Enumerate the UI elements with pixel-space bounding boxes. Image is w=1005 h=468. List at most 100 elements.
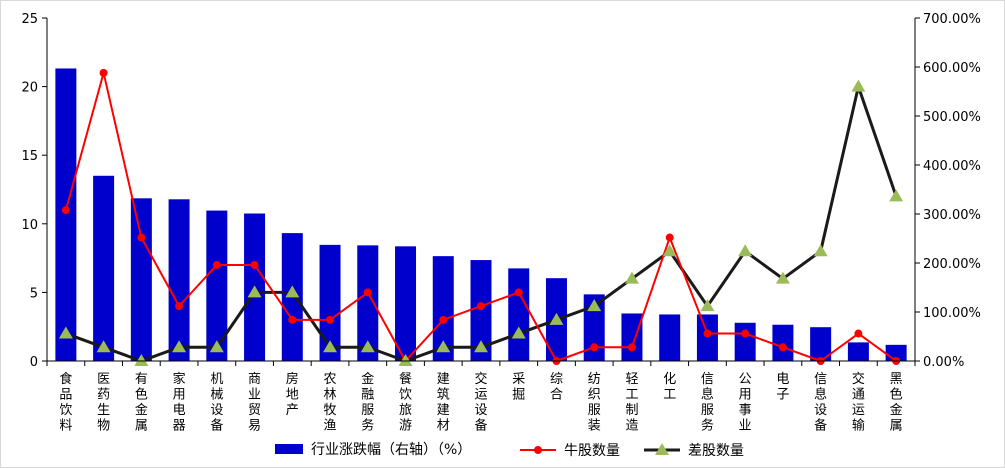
category-label-4: 家用电器 (173, 371, 186, 434)
bear-point-16 (624, 271, 639, 284)
bar-16 (621, 313, 643, 361)
bull-point-11 (439, 315, 448, 324)
category-label-5: 机械设备 (210, 372, 223, 434)
right-tick-label-4: 400.00% (923, 159, 981, 174)
bar-8 (319, 244, 341, 361)
category-label-13: 采掘 (512, 372, 525, 403)
left-tick-label-10: 10 (21, 218, 38, 233)
right-tick-label-3: 300.00% (923, 208, 981, 223)
bull-point-5 (212, 260, 221, 269)
bear-point-20 (775, 271, 790, 284)
bear-point-7 (285, 285, 300, 298)
bar-2 (93, 175, 115, 361)
category-label-11: 建筑建材 (437, 372, 450, 434)
legend-label-bear: 差股数量 (688, 443, 744, 459)
bull-point-8 (326, 315, 335, 324)
bar-9 (357, 245, 379, 361)
bear-point-2 (96, 340, 111, 353)
bear-point-14 (549, 312, 564, 325)
bull-point-18 (703, 329, 712, 338)
bar-10 (395, 246, 417, 361)
legend: 行业涨跌幅（右轴）（%） 牛股数量 差股数量 (275, 442, 744, 459)
bear-point-18 (700, 299, 715, 312)
category-label-22: 交通运输 (852, 371, 865, 434)
bars-group (55, 68, 907, 361)
bull-point-7 (288, 315, 297, 324)
right-tick-label-7: 700.00% (923, 12, 981, 27)
legend-label-bar: 行业涨跌幅（右轴）（%） (311, 442, 471, 458)
category-label-20: 电子 (776, 372, 789, 403)
bear-point-22 (851, 79, 866, 92)
right-tick-label-5: 500.00% (923, 110, 981, 125)
bull-point-1 (61, 206, 70, 215)
right-tick-label-0: 0.00% (923, 355, 964, 370)
category-label-14: 综合 (550, 372, 563, 403)
bear-point-23 (889, 189, 904, 202)
bull-point-13 (514, 288, 523, 297)
legend-swatch-bear-marker (655, 443, 669, 455)
bar-22 (847, 342, 869, 361)
axes-group: 0 5 10 15 20 25 0.00% 100.00% 200.00% 300.00% 400.… (21, 12, 980, 434)
category-label-15: 纺织服装 (588, 372, 601, 434)
bear-point-15 (587, 299, 602, 312)
left-tick-label-5: 5 (30, 286, 38, 301)
legend-swatch-bull-marker (534, 446, 542, 454)
category-label-2: 医药生物 (97, 372, 110, 434)
bar-3 (130, 198, 152, 361)
lines-group (58, 68, 904, 366)
bar-4 (168, 199, 190, 361)
bar-5 (206, 210, 228, 361)
category-label-12: 交运设备 (474, 371, 487, 434)
category-label-18: 信息服务 (701, 372, 714, 434)
legend-swatch-bar (275, 444, 303, 454)
bar-19 (734, 322, 756, 361)
category-label-7: 房地产 (286, 371, 299, 418)
bear-point-6 (247, 285, 262, 298)
bear-point-3 (134, 354, 149, 366)
bull-point-16 (627, 343, 636, 352)
right-tick-label-2: 200.00% (923, 257, 981, 272)
left-tick-label-20: 20 (21, 81, 38, 96)
left-tick-label-0: 0 (30, 355, 38, 370)
category-label-16: 轻工制造 (625, 372, 638, 434)
bear-point-1 (58, 326, 73, 339)
bear-point-11 (436, 340, 451, 353)
bull-point-3 (137, 233, 146, 242)
bar-17 (659, 314, 681, 361)
bar-13 (508, 268, 530, 361)
bear-point-12 (474, 340, 488, 353)
bar-12 (470, 260, 492, 361)
bar-20 (772, 324, 794, 361)
category-label-9: 金融服务 (361, 371, 374, 434)
bull-point-6 (250, 260, 259, 269)
bear-point-8 (323, 340, 338, 353)
bar-21 (810, 327, 832, 361)
bull-point-19 (741, 329, 750, 338)
bull-point-22 (854, 329, 863, 338)
bear-point-5 (209, 340, 224, 353)
category-label-21: 信息设备 (814, 372, 827, 434)
bull-point-20 (778, 343, 787, 352)
bar-1 (55, 68, 77, 361)
bear-point-13 (511, 326, 526, 339)
right-tick-label-6: 600.00% (923, 61, 981, 76)
category-label-6: 商业贸易 (248, 372, 261, 434)
bull-point-12 (477, 302, 485, 311)
bull-point-4 (175, 302, 184, 311)
bear-point-9 (360, 340, 375, 353)
category-label-19: 公用事业 (739, 372, 752, 434)
category-label-3: 有色金属 (135, 372, 148, 434)
bear-point-17 (662, 244, 677, 257)
category-label-23: 黑色金属 (890, 372, 903, 434)
bull-point-17 (665, 233, 674, 242)
left-tick-label-15: 15 (21, 149, 38, 164)
bear-point-19 (738, 244, 753, 257)
right-tick-label-1: 100.00% (923, 306, 981, 321)
category-label-17: 化工 (663, 372, 676, 403)
bull-point-9 (363, 288, 372, 297)
bull-point-2 (99, 68, 108, 77)
category-label-10: 餐饮旅游 (399, 371, 412, 434)
category-label-8: 农林牧渔 (324, 372, 337, 434)
